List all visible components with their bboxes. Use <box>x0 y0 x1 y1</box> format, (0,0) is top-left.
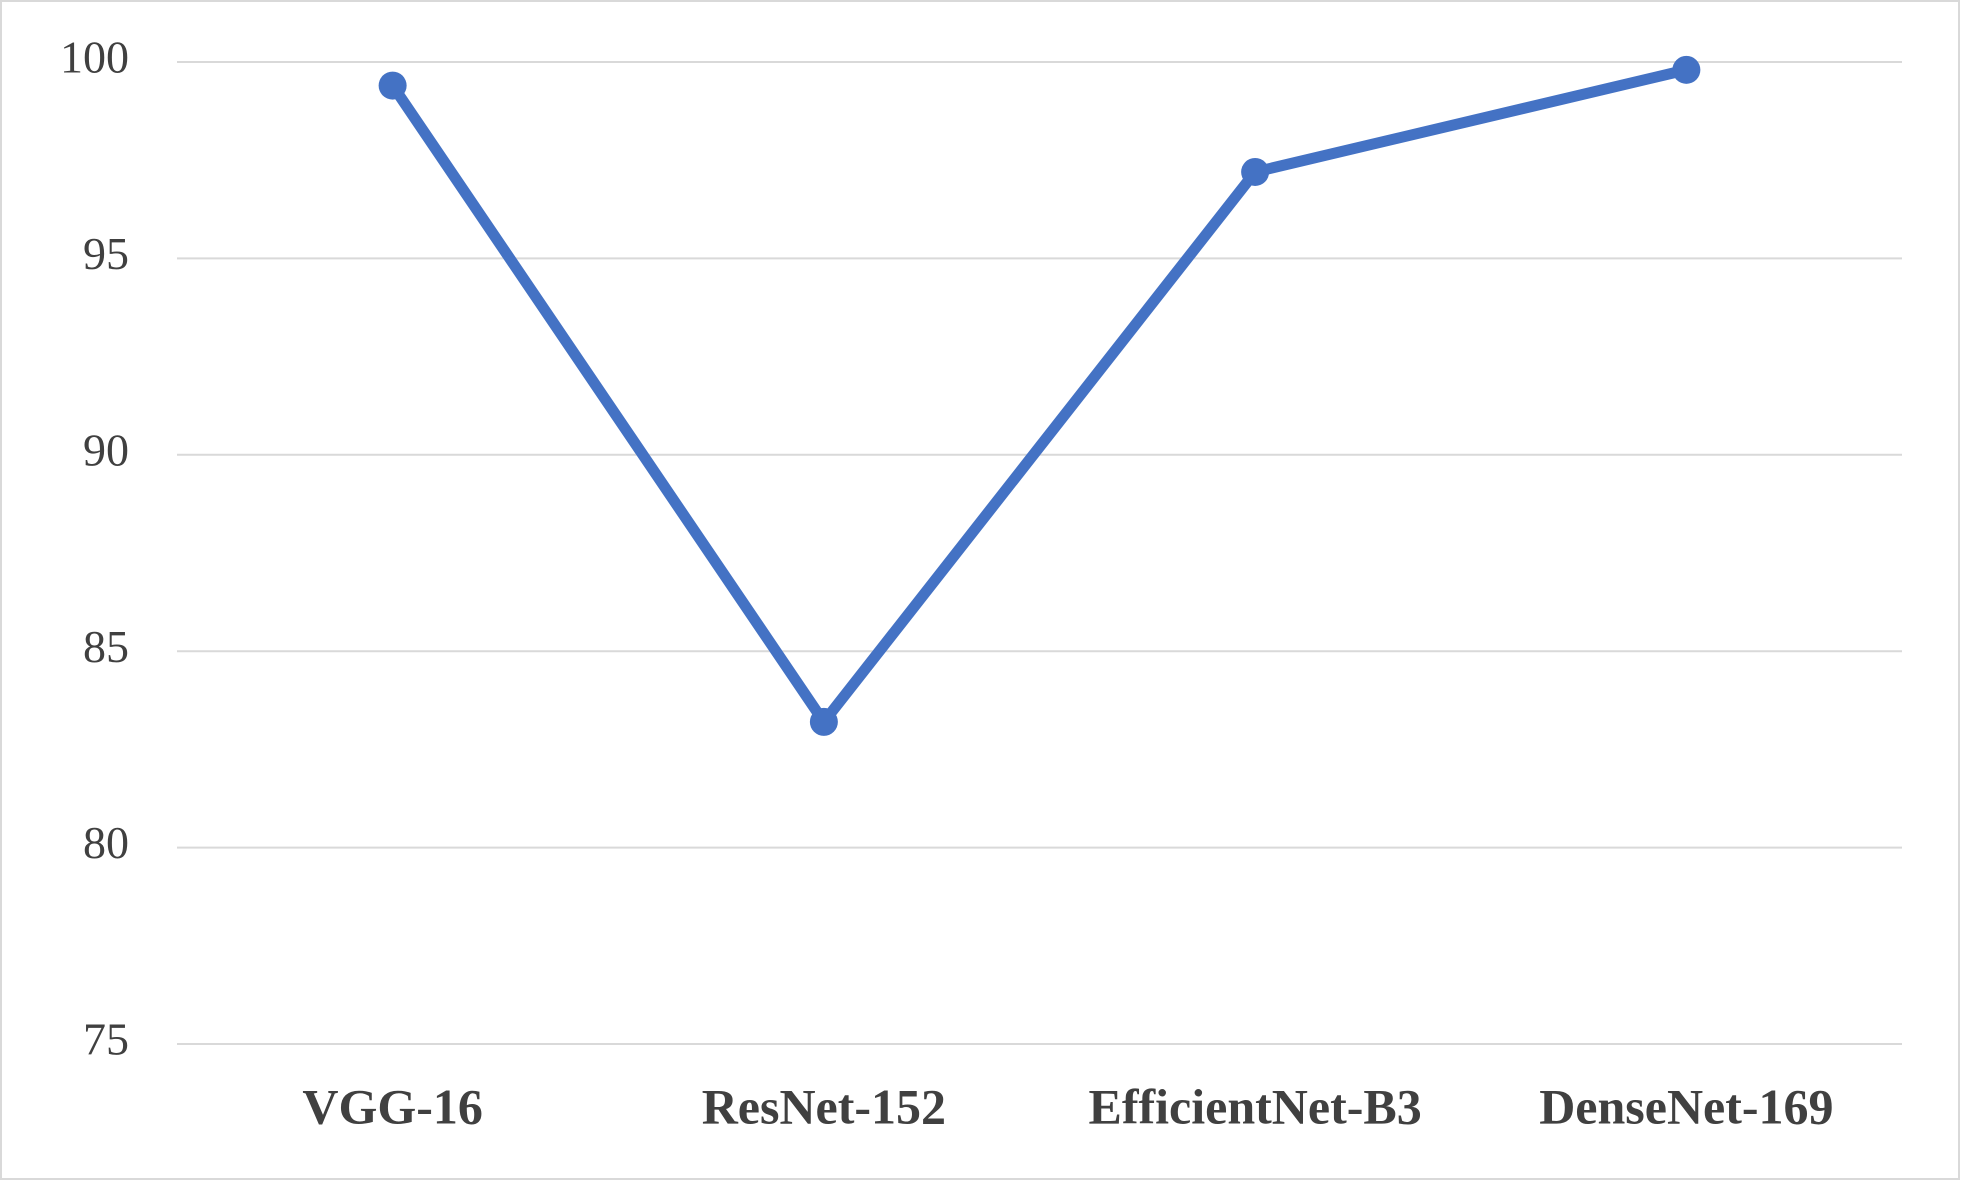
y-tick-label: 85 <box>83 621 129 672</box>
x-tick-label: EfficientNet-B3 <box>1089 1078 1422 1134</box>
data-point <box>1241 157 1270 186</box>
x-tick-label: ResNet-152 <box>702 1078 946 1134</box>
data-point <box>809 707 838 736</box>
x-tick-label: VGG-16 <box>302 1078 483 1134</box>
y-tick-label: 90 <box>83 424 129 475</box>
y-tick-label: 100 <box>60 32 129 83</box>
data-line <box>388 64 1688 728</box>
data-point <box>378 71 407 100</box>
data-point <box>1672 55 1701 84</box>
y-tick-label: 80 <box>83 817 129 868</box>
chart-border <box>0 0 1960 1180</box>
y-tick-label: 95 <box>83 228 129 279</box>
x-tick-label: DenseNet-169 <box>1539 1078 1833 1134</box>
y-tick-label: 75 <box>83 1014 129 1065</box>
